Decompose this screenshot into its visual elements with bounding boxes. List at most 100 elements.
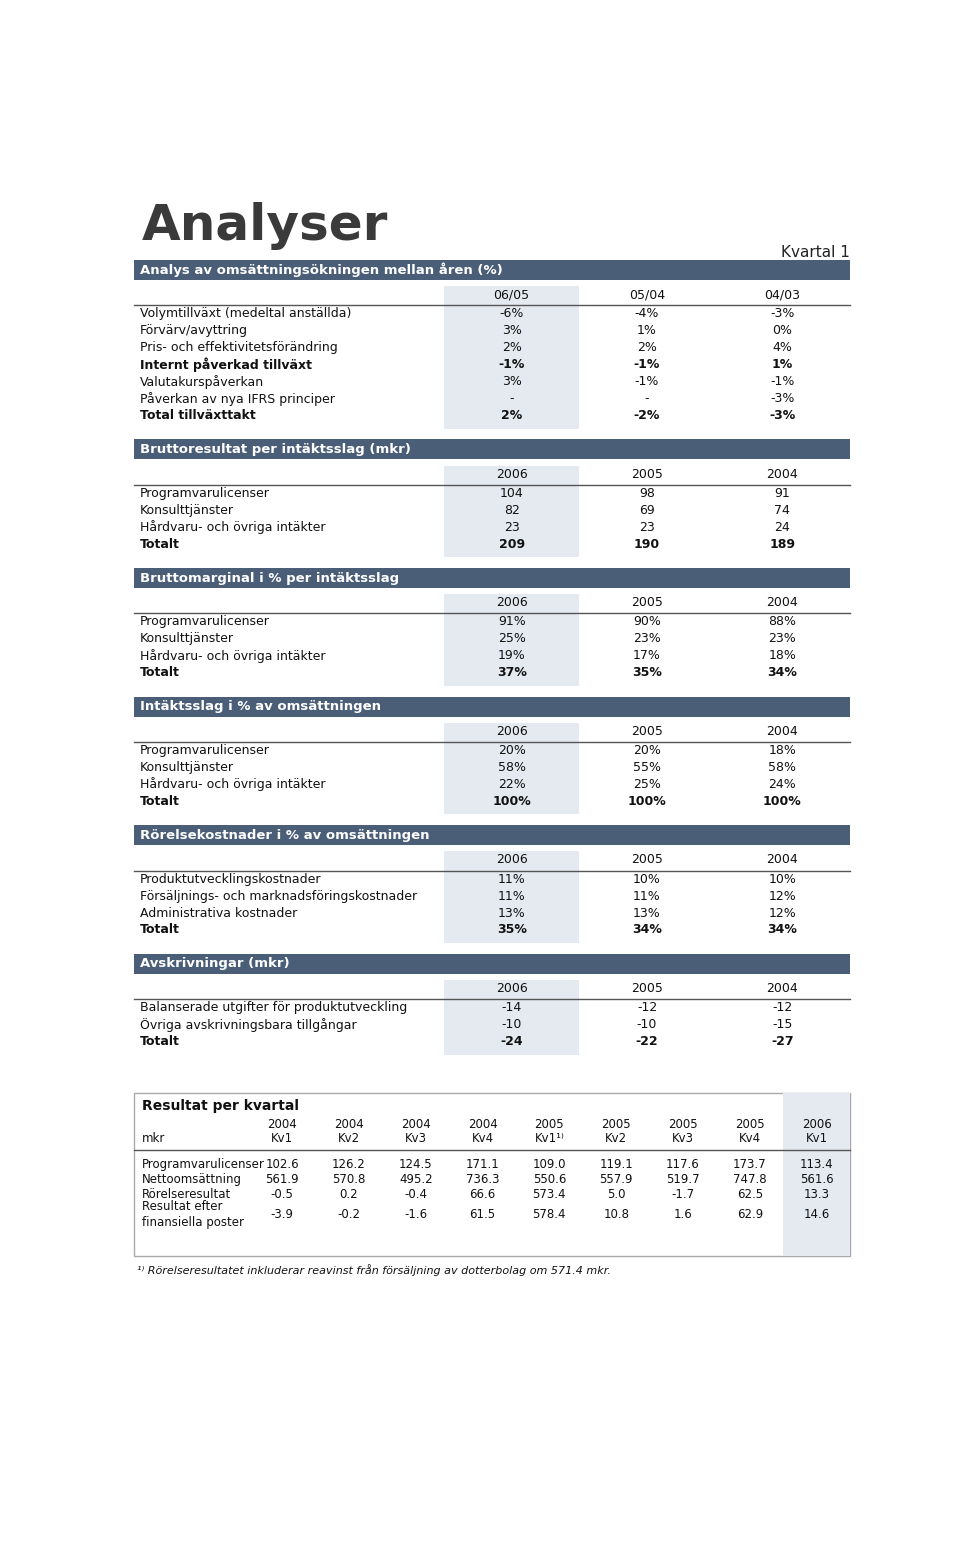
Text: Programvarulicenser: Programvarulicenser [140,744,270,757]
Text: Administrativa kostnader: Administrativa kostnader [140,907,298,920]
Text: Kv4: Kv4 [739,1132,761,1145]
Text: 62.9: 62.9 [736,1207,763,1220]
Text: 19%: 19% [497,649,525,662]
Text: -12: -12 [636,1001,658,1013]
Text: -: - [645,393,649,405]
Text: 2004: 2004 [766,596,799,610]
FancyBboxPatch shape [783,1093,850,1256]
Text: 2006: 2006 [495,854,527,866]
Text: -22: -22 [636,1035,659,1048]
Text: Kv1: Kv1 [805,1132,828,1145]
Text: 74: 74 [775,504,790,516]
FancyBboxPatch shape [134,696,850,716]
Text: Konsulttjänster: Konsulttjänster [140,504,234,516]
Text: 561.9: 561.9 [265,1173,299,1186]
Text: 550.6: 550.6 [533,1173,566,1186]
Text: -1%: -1% [635,375,660,388]
Text: 55%: 55% [633,762,661,774]
Text: 2005: 2005 [631,854,663,866]
Text: 2004: 2004 [766,982,799,995]
Text: 2006: 2006 [495,468,527,480]
Text: -: - [510,393,514,405]
FancyBboxPatch shape [134,260,850,280]
Text: 2005: 2005 [631,596,663,610]
Text: 100%: 100% [492,795,531,809]
Text: 113.4: 113.4 [800,1157,833,1170]
Text: 2006: 2006 [802,1118,831,1131]
Text: Påverkan av nya IFRS principer: Påverkan av nya IFRS principer [140,391,335,405]
FancyBboxPatch shape [444,851,579,943]
FancyBboxPatch shape [134,439,850,460]
Text: Konsulttjänster: Konsulttjänster [140,762,234,774]
Text: 05/04: 05/04 [629,288,665,302]
FancyBboxPatch shape [444,594,579,687]
Text: 34%: 34% [767,923,798,937]
Text: Produktutvecklingskostnader: Produktutvecklingskostnader [140,873,322,885]
Text: Bruttomarginal i % per intäktsslag: Bruttomarginal i % per intäktsslag [140,571,399,585]
Text: 12%: 12% [769,907,796,920]
Text: 22%: 22% [497,777,525,791]
Text: 82: 82 [504,504,519,516]
Text: 14.6: 14.6 [804,1207,829,1220]
Text: 100%: 100% [628,795,666,809]
Text: -27: -27 [771,1035,794,1048]
Text: Totalt: Totalt [140,923,180,937]
Text: -14: -14 [501,1001,521,1013]
Text: 0%: 0% [773,324,792,338]
Text: Totalt: Totalt [140,795,180,809]
Text: Totalt: Totalt [140,1035,180,1048]
Text: 519.7: 519.7 [666,1173,700,1186]
Text: 2004: 2004 [766,468,799,480]
Text: 37%: 37% [496,666,527,679]
Text: 20%: 20% [633,744,660,757]
Text: 2005: 2005 [735,1118,764,1131]
Text: -24: -24 [500,1035,523,1048]
Text: 104: 104 [500,486,523,500]
Text: -1.7: -1.7 [671,1189,694,1201]
Text: 04/03: 04/03 [764,288,801,302]
Text: 2005: 2005 [631,982,663,995]
Text: 4%: 4% [773,341,792,355]
Text: Programvarulicenser: Programvarulicenser [140,616,270,629]
Text: -12: -12 [772,1001,793,1013]
FancyBboxPatch shape [444,466,579,557]
FancyBboxPatch shape [444,723,579,815]
Text: 88%: 88% [768,616,797,629]
Text: Kvartal 1: Kvartal 1 [781,244,850,260]
Text: 13%: 13% [497,907,525,920]
Text: 69: 69 [639,504,655,516]
Text: 24%: 24% [769,777,796,791]
Text: 3%: 3% [502,375,521,388]
Text: ¹⁾ Rörelseresultatet inkluderar reavinst från försäljning av dotterbolag om 571.: ¹⁾ Rörelseresultatet inkluderar reavinst… [137,1264,611,1276]
Text: 91: 91 [775,486,790,500]
Text: Totalt: Totalt [140,538,180,551]
Text: 171.1: 171.1 [466,1157,499,1170]
Text: 17%: 17% [633,649,660,662]
Text: Förvärv/avyttring: Förvärv/avyttring [140,324,248,338]
Text: 1%: 1% [772,358,793,371]
Text: 102.6: 102.6 [265,1157,299,1170]
Text: 736.3: 736.3 [466,1173,499,1186]
Text: 2006: 2006 [495,724,527,738]
Text: -15: -15 [772,1018,793,1031]
Text: 2005: 2005 [668,1118,698,1131]
Text: Resultat per kvartal: Resultat per kvartal [142,1098,299,1112]
Text: -2%: -2% [634,410,660,422]
Text: 100%: 100% [763,795,802,809]
Text: 2004: 2004 [766,724,799,738]
Text: 24: 24 [775,521,790,533]
Text: -3%: -3% [770,308,795,321]
Text: Hårdvaru- och övriga intäkter: Hårdvaru- och övriga intäkter [140,777,325,791]
Text: 12%: 12% [769,890,796,902]
Text: Kv2: Kv2 [605,1132,627,1145]
Text: 2005: 2005 [535,1118,564,1131]
Text: 2004: 2004 [468,1118,497,1131]
Text: 23: 23 [504,521,519,533]
Text: Analys av omsättningsökningen mellan åren (%): Analys av omsättningsökningen mellan åre… [140,263,503,277]
FancyBboxPatch shape [134,1093,850,1256]
Text: 2%: 2% [502,341,521,355]
Text: 34%: 34% [632,923,662,937]
Text: 2004: 2004 [401,1118,431,1131]
Text: 11%: 11% [497,890,525,902]
Text: 2%: 2% [637,341,657,355]
